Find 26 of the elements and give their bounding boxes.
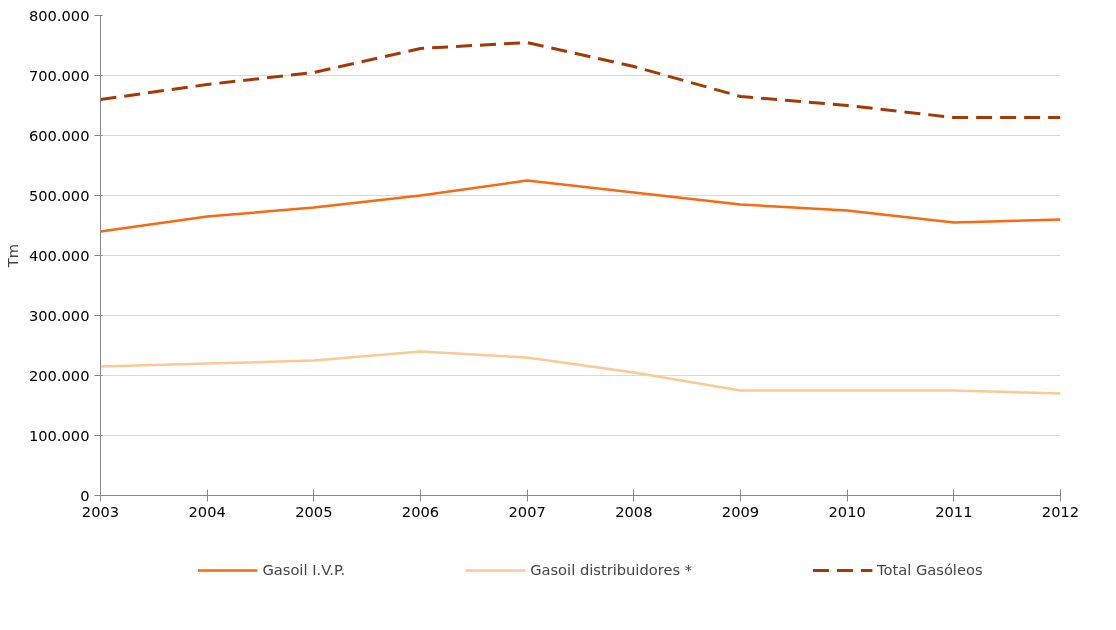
y-tick-label: 200.000 [28,366,90,384]
y-tick-label: 0 [80,486,90,504]
x-tick-label: 2003 [81,502,120,520]
legend-label: Total Gasóleos [877,561,983,578]
y-tick-label: 300.000 [28,306,90,324]
line-series [100,41,1061,119]
y-axis-title: Tm [3,243,21,269]
x-tick-label: 2006 [401,502,440,520]
x-tick-label: 2010 [828,502,866,520]
y-tick-label: 600.000 [28,126,90,144]
x-tick-label: 2009 [721,502,760,520]
legend-label: Gasoil distribuidores * [530,561,693,578]
y-tick-label: 400.000 [28,246,90,264]
line-series [100,179,1061,233]
y-tick-label: 700.000 [28,66,90,84]
x-tick-label: 2005 [295,502,333,520]
legend-label: Gasoil I.V.P. [262,561,346,578]
line-series [100,350,1061,395]
y-tick-label: 100.000 [28,426,90,444]
y-tick-label: 800.000 [28,6,90,24]
x-tick-label: 2004 [188,502,226,520]
x-tick-label: 2012 [1041,502,1080,520]
y-tick-label: 500.000 [28,186,90,204]
x-tick-label: 2011 [935,502,973,520]
x-tick-label: 2007 [508,502,546,520]
x-tick-label: 2008 [615,502,653,520]
